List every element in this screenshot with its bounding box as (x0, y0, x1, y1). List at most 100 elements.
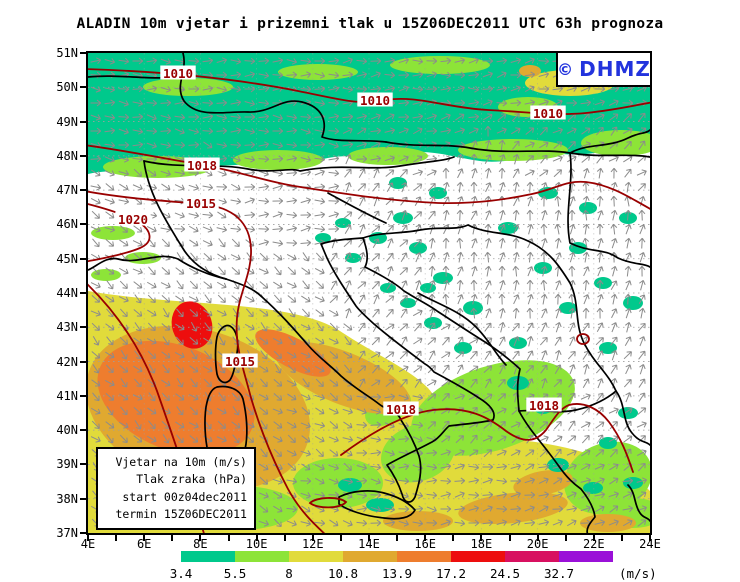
wind-arrow (231, 238, 240, 247)
wind-arrow (288, 308, 296, 318)
wind-arrow (230, 225, 242, 233)
wind-arrow (314, 464, 325, 471)
wind-arrow (427, 337, 437, 345)
wind-arrow (342, 141, 354, 149)
wind-arrow (373, 266, 380, 277)
wind-arrow (553, 420, 562, 430)
wind-arrow (566, 99, 578, 107)
wind-arrow (230, 379, 241, 387)
wind-arrow (497, 435, 507, 443)
wind-arrow (147, 294, 156, 303)
wind-arrow (328, 142, 339, 149)
wind-arrow (358, 322, 366, 332)
wind-arrow (244, 57, 256, 65)
wind-arrow (90, 197, 101, 205)
wind-arrow (357, 337, 367, 345)
wind-arrow (160, 99, 172, 107)
wind-arrow (526, 181, 534, 193)
wind-arrow (596, 223, 604, 235)
wind-arrow (538, 463, 550, 471)
wind-arrow (582, 279, 590, 291)
lon-label: 6E (136, 537, 152, 551)
wind-arrow (482, 85, 494, 93)
wind-arrow (203, 337, 213, 345)
wind-arrow (258, 268, 269, 275)
wind-arrow (230, 141, 242, 149)
wind-arrow (456, 153, 464, 165)
wind-arrow (119, 336, 128, 345)
wind-arrow (328, 478, 339, 485)
wind-arrow (623, 378, 632, 388)
wind-arrow (272, 114, 283, 121)
wind-arrow (455, 351, 465, 359)
legend-value-label: 8 (285, 566, 293, 581)
wind-arrow (639, 224, 646, 235)
wind-arrow (202, 57, 214, 65)
wind-arrow (440, 113, 451, 120)
wind-arrow (415, 224, 422, 235)
wind-arrow (370, 478, 381, 485)
wind-arrow (398, 113, 410, 121)
wind-arrow (426, 449, 438, 457)
wind-arrow (342, 127, 353, 134)
wind-arrow (412, 492, 424, 499)
wind-arrow (440, 323, 451, 331)
wind-arrow (552, 99, 563, 107)
wind-arrow (510, 463, 522, 470)
lon-tick (620, 535, 623, 541)
wind-arrow (300, 225, 311, 232)
wind-arrow (384, 85, 396, 92)
wind-arrow (553, 141, 563, 149)
wind-arrow (357, 365, 367, 373)
wind-arrow (482, 463, 494, 471)
wind-arrow (132, 394, 143, 401)
wind-arrow (258, 211, 270, 219)
wind-arrow (286, 155, 298, 163)
wind-arrow (188, 57, 200, 65)
wind-arrow (190, 321, 198, 332)
lat-label: 38N (56, 491, 78, 506)
wind-arrow (524, 491, 536, 499)
wind-arrow (372, 238, 380, 248)
wind-arrow (454, 491, 465, 498)
wind-arrow (484, 378, 492, 389)
wind-arrow (90, 183, 102, 191)
wind-arrow (92, 335, 100, 346)
wind-arrow (258, 71, 270, 79)
wind-arrow (412, 113, 424, 121)
wind-arrow (356, 113, 368, 120)
wind-arrow (413, 211, 423, 220)
wind-arrow (470, 307, 478, 319)
wind-arrow (484, 350, 492, 360)
wind-arrow (511, 322, 520, 332)
wind-arrow (611, 308, 618, 319)
wind-arrow (118, 113, 130, 121)
wind-arrow (512, 237, 520, 249)
wind-arrow (188, 85, 200, 93)
wind-arrow (175, 421, 185, 429)
wind-arrow (162, 364, 170, 374)
wind-arrow (498, 265, 506, 277)
wind-arrow (414, 266, 422, 276)
wind-arrow (314, 141, 326, 149)
wind-arrow (356, 464, 368, 471)
wind-arrow (484, 223, 492, 235)
wind-arrow (161, 379, 171, 387)
wind-arrow (105, 295, 115, 303)
wind-arrow (426, 57, 438, 65)
wind-arrow (512, 181, 520, 193)
isobar-label-bg (530, 105, 566, 120)
wind-arrow (343, 393, 353, 401)
wind-arrow (384, 519, 396, 527)
wind-arrow (359, 252, 366, 263)
wind-arrow (258, 225, 270, 233)
wind-arrow (538, 491, 550, 499)
wind-arrow (314, 99, 326, 107)
wind-arrow (637, 491, 647, 499)
lat-label: 51N (56, 46, 78, 60)
wind-arrow (230, 113, 242, 121)
wind-arrow (175, 267, 185, 275)
wind-arrow (356, 393, 368, 401)
wind-arrow (132, 155, 144, 163)
wind-arrow (258, 85, 270, 93)
